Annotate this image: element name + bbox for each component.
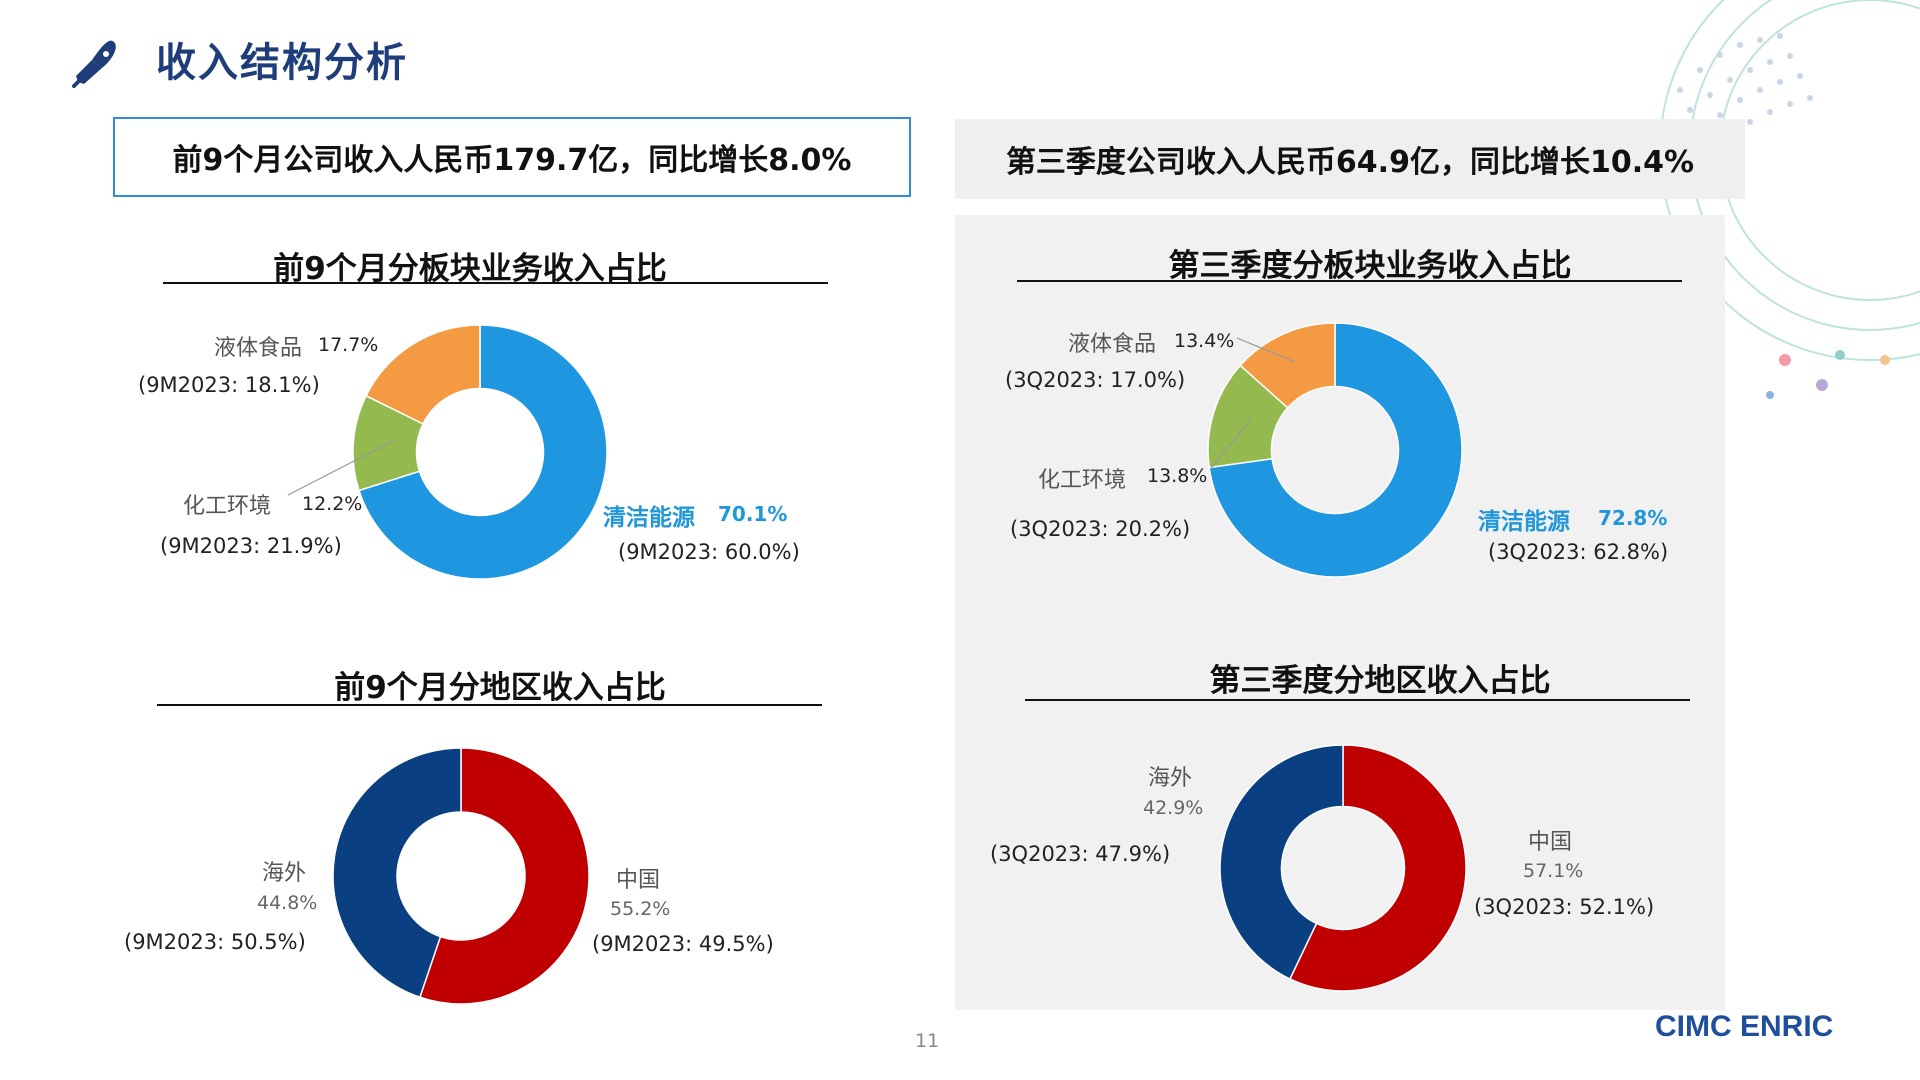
label-chemical-prev: (9M2023: 21.9%) (160, 534, 342, 558)
slice-clean-energy (1208, 322, 1463, 578)
label-chemical-name: 化工环境 (1038, 468, 1127, 493)
slice-liquid-food (365, 324, 481, 425)
label-china-value: 55.2% (610, 898, 671, 920)
label-clean-energy-name: 清洁能源 (603, 505, 695, 531)
label-liquid-food-value: 13.4% (1174, 330, 1235, 352)
label-china-prev: (9M2023: 49.5%) (592, 932, 774, 956)
chart-title-q3-region: 第三季度分地区收入占比 (1209, 663, 1551, 699)
page-number: 11 (915, 1030, 940, 1052)
label-china-prev: (3Q2023: 52.1%) (1474, 895, 1655, 919)
label-liquid-food-prev: (9M2023: 18.1%) (138, 373, 320, 397)
label-china-name: 中国 (1528, 830, 1573, 855)
pen-nib-icon (72, 40, 116, 88)
chart-title-9m-segment: 前9个月分板块业务收入占比 (273, 251, 667, 287)
donut-chart-q3-segment (1207, 322, 1463, 578)
label-clean-energy-value: 70.1% (718, 502, 788, 526)
title-underline (1025, 699, 1690, 701)
label-liquid-food-prev: (3Q2023: 17.0%) (1005, 368, 1186, 392)
donut-chart-9m-segment (352, 324, 608, 580)
label-overseas-prev: (3Q2023: 47.9%) (990, 842, 1171, 866)
label-chemical-name: 化工环境 (183, 494, 272, 519)
label-clean-energy-prev: (9M2023: 60.0%) (618, 540, 800, 564)
label-chemical-prev: (3Q2023: 20.2%) (1010, 517, 1191, 541)
label-overseas-value: 44.8% (257, 892, 318, 914)
donut-chart-q3-region (1219, 744, 1467, 992)
slice-clean-energy (358, 324, 608, 580)
label-clean-energy-value: 72.8% (1598, 506, 1668, 530)
title-underline (163, 282, 828, 284)
label-liquid-food-value: 17.7% (318, 334, 379, 356)
slice-china (1288, 744, 1467, 992)
label-chemical-value: 12.2% (302, 493, 363, 515)
chart-title-9m-region: 前9个月分地区收入占比 (334, 670, 666, 706)
label-clean-energy-name: 清洁能源 (1478, 509, 1570, 535)
label-china-name: 中国 (616, 868, 661, 893)
label-china-value: 57.1% (1523, 860, 1584, 882)
q3-summary-box: 第三季度公司收入人民币64.9亿，同比增长10.4% (955, 119, 1745, 199)
label-overseas-value: 42.9% (1143, 797, 1204, 819)
title-underline (157, 704, 822, 706)
nine-month-summary-box: 前9个月公司收入人民币179.7亿，同比增长8.0% (113, 117, 911, 197)
label-chemical-value: 13.8% (1147, 465, 1208, 487)
slice-overseas (332, 747, 462, 999)
donut-chart-9m-region (332, 747, 590, 1005)
label-clean-energy-prev: (3Q2023: 62.8%) (1488, 540, 1669, 564)
company-logo: CIMC ENRIC (1655, 1010, 1834, 1043)
slice-china (418, 747, 590, 1005)
label-overseas-name: 海外 (262, 861, 307, 886)
label-liquid-food-name: 液体食品 (1068, 332, 1157, 357)
title-underline (1017, 280, 1682, 282)
label-liquid-food-name: 液体食品 (214, 336, 303, 361)
page-title: 收入结构分析 (156, 40, 408, 86)
label-overseas-prev: (9M2023: 50.5%) (124, 930, 306, 954)
slice-overseas (1219, 744, 1344, 980)
chart-title-q3-segment: 第三季度分板块业务收入占比 (1168, 248, 1572, 284)
label-overseas-name: 海外 (1148, 766, 1193, 791)
